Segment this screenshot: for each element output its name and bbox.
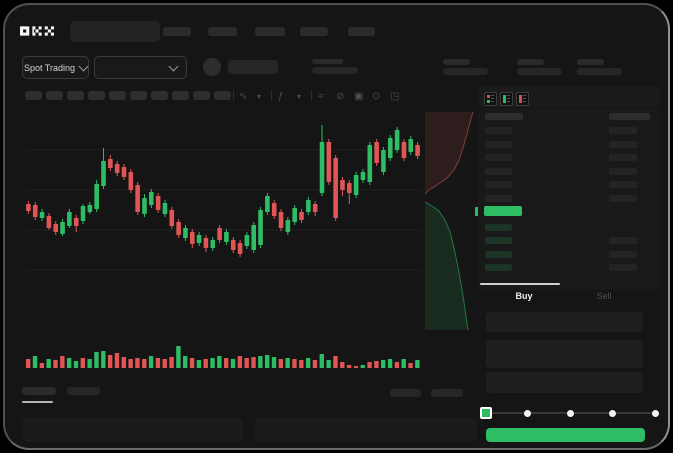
- order-book-row-bar: [609, 127, 637, 134]
- toolbar-item-placeholder[interactable]: [151, 91, 168, 100]
- nav-item-placeholder[interactable]: [163, 27, 191, 36]
- order-book-row-bar: [485, 127, 512, 134]
- tab-sell[interactable]: Sell: [596, 291, 612, 301]
- order-book-row-bar: [609, 264, 637, 271]
- slider-handle[interactable]: [480, 407, 492, 419]
- stat-value-placeholder: [312, 67, 358, 74]
- order-book-layout-split-icon[interactable]: [484, 92, 497, 106]
- buy-button[interactable]: [486, 428, 645, 442]
- order-book-row-bar: [485, 140, 512, 148]
- order-book-row-bar: [485, 237, 512, 244]
- chevron-down-icon: [168, 61, 178, 71]
- depth-profile: [425, 112, 480, 330]
- line-tool-icon[interactable]: ≈: [318, 91, 324, 102]
- stat-label-placeholder: [577, 59, 604, 65]
- toolbar-item-placeholder[interactable]: [109, 91, 126, 100]
- order-book-row-bar: [609, 181, 637, 188]
- candlestick-chart[interactable]: [25, 112, 421, 340]
- drawing-tool-icon[interactable]: ⊘: [336, 91, 345, 102]
- nav-item-placeholder[interactable]: [208, 27, 237, 36]
- order-book-row-bar: [485, 250, 512, 258]
- chevron-down-icon: [78, 61, 89, 71]
- toolbar-item-placeholder[interactable]: [88, 91, 105, 100]
- order-book-asks-view-icon[interactable]: [516, 92, 529, 106]
- order-book-row-bar: [609, 140, 637, 148]
- slider-step-dot[interactable]: [651, 409, 659, 417]
- toolbar-item-placeholder[interactable]: [214, 91, 231, 100]
- stat-label-placeholder: [312, 59, 343, 64]
- stat-label-placeholder: [443, 59, 470, 65]
- nav-item-placeholder[interactable]: [300, 27, 328, 36]
- price-input-placeholder[interactable]: [486, 312, 643, 332]
- slider-step-dot[interactable]: [609, 409, 616, 417]
- order-book-row-bar: [609, 194, 637, 202]
- stat-label-placeholder: [517, 59, 544, 65]
- amount-slider[interactable]: [480, 403, 659, 423]
- stat-value-placeholder: [517, 68, 562, 75]
- bottom-tab-placeholder[interactable]: [67, 387, 100, 395]
- order-book-row-bar: [609, 250, 637, 258]
- order-book-scroll-indicator: [480, 283, 560, 285]
- device-frame: Spot Trading ∿ ▾ ƒ ▾ ≈ ⊘ ▣ ⊙ ◳: [3, 3, 670, 450]
- toolbar-item-placeholder[interactable]: [193, 91, 210, 100]
- order-book-row-bar: [485, 181, 512, 188]
- history-panel-placeholder: [255, 418, 477, 442]
- order-book[interactable]: [478, 108, 660, 290]
- stat-value-placeholder: [577, 68, 622, 75]
- tab-buy[interactable]: Buy: [515, 291, 533, 301]
- orders-panel-placeholder: [22, 418, 243, 442]
- order-book-bids-view-icon[interactable]: [500, 92, 513, 106]
- toolbar-item-placeholder[interactable]: [67, 91, 84, 100]
- okx-logo: [20, 26, 54, 36]
- nav-item-placeholder[interactable]: [348, 27, 375, 36]
- toolbar-item-placeholder[interactable]: [172, 91, 189, 100]
- fullscreen-icon[interactable]: ◳: [390, 91, 400, 102]
- market-type-dropdown[interactable]: Spot Trading: [22, 56, 89, 79]
- coin-avatar: [203, 58, 221, 76]
- order-book-row-bar: [485, 223, 512, 231]
- slider-step-dot[interactable]: [566, 409, 574, 417]
- toolbar-item-placeholder[interactable]: [46, 91, 63, 100]
- stat-value-placeholder: [443, 68, 488, 75]
- order-book-row-bar: [485, 154, 512, 161]
- order-book-row-bar: [609, 237, 637, 244]
- order-book-row-bar: [609, 167, 637, 175]
- search-input[interactable]: [70, 21, 160, 42]
- bottom-action-placeholder[interactable]: [431, 389, 463, 397]
- chevron-down-icon[interactable]: ▾: [257, 92, 262, 101]
- screenshot-icon[interactable]: ▣: [354, 91, 364, 102]
- order-book-row-bar: [485, 167, 512, 175]
- trade-panel: Buy Sell: [478, 283, 660, 448]
- nav-item-placeholder[interactable]: [255, 27, 285, 36]
- indicators-icon[interactable]: ƒ: [278, 91, 284, 102]
- toolbar-item-placeholder[interactable]: [25, 91, 42, 100]
- order-book-row-bar: [485, 264, 512, 271]
- last-price-highlight: [484, 206, 522, 216]
- market-type-label: Spot Trading: [23, 62, 76, 73]
- slider-step-dot[interactable]: [524, 409, 531, 417]
- pair-name-placeholder: [228, 60, 278, 74]
- order-book-row-bar: [609, 154, 637, 161]
- chart-settings-icon[interactable]: ⊙: [372, 91, 381, 102]
- chevron-down-icon[interactable]: ▾: [297, 92, 302, 101]
- order-book-row-bar: [485, 113, 523, 120]
- active-tab-underline: [22, 401, 53, 403]
- candle-style-icon[interactable]: ∿: [239, 91, 248, 102]
- order-book-row-bar: [609, 113, 650, 120]
- total-input-placeholder[interactable]: [486, 372, 643, 393]
- volume-bars: [26, 346, 420, 368]
- order-book-row-bar: [485, 194, 512, 202]
- pair-selector-dropdown[interactable]: [94, 56, 187, 79]
- toolbar-item-placeholder[interactable]: [130, 91, 147, 100]
- amount-input-placeholder[interactable]: [486, 340, 643, 368]
- bottom-action-placeholder[interactable]: [390, 389, 421, 397]
- bottom-tab-active-placeholder[interactable]: [22, 387, 56, 395]
